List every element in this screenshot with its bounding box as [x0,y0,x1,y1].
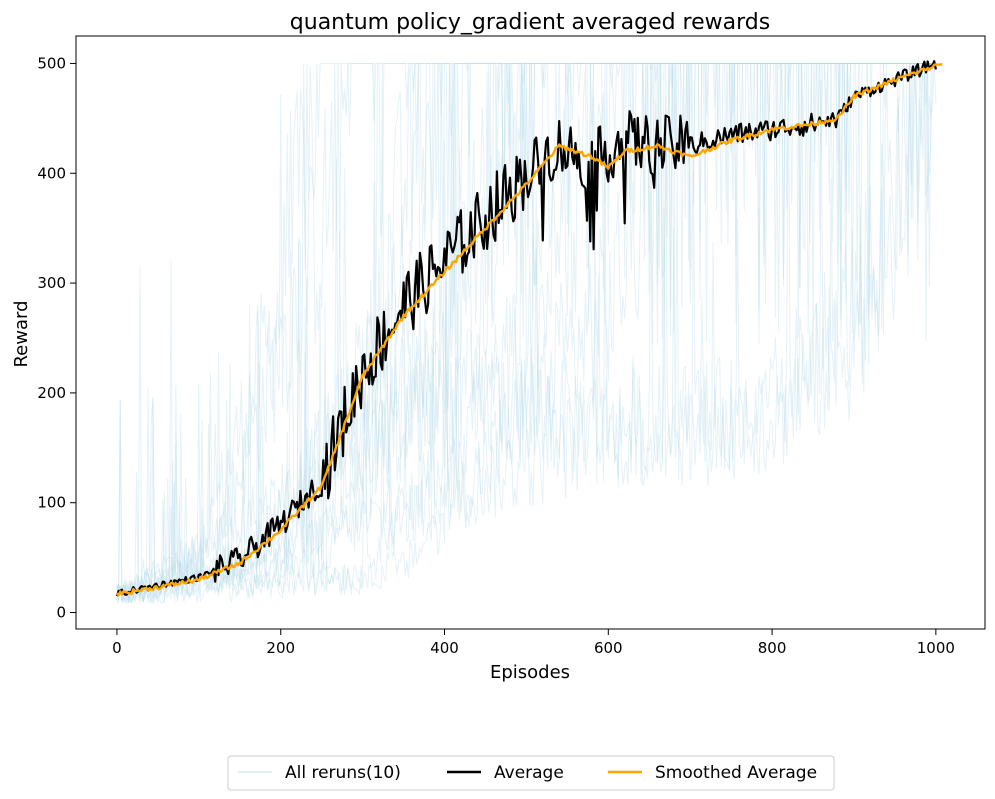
legend: All reruns(10) Average Smoothed Average [227,755,835,791]
rerun-line-3 [116,63,936,604]
average-layer [115,60,937,597]
y-axis-ticks: 0 100 200 300 400 500 [37,54,76,622]
y-tick-label: 100 [37,494,66,512]
smoothed-average-line [115,63,943,597]
y-tick-label: 500 [37,54,66,72]
x-axis-label: Episodes [490,662,570,683]
rerun-line-5 [116,63,936,603]
smoothed-layer [115,63,943,597]
chart-title: quantum policy_gradient averaged rewards [290,10,770,35]
legend-frame [227,755,835,791]
x-tick-label: 0 [112,639,122,657]
rerun-line-6 [116,62,936,604]
rerun-line-10 [116,62,936,597]
y-tick-label: 0 [56,604,66,622]
y-tick-label: 400 [37,164,66,182]
rerun-line-9 [116,63,936,603]
y-axis-label: Reward [11,300,32,367]
x-axis-ticks: 0 200 400 600 800 1000 [112,629,955,657]
rerun-line-8 [116,63,936,604]
y-tick-label: 300 [37,274,66,292]
rerun-line-7 [116,63,937,604]
average-line [115,60,937,597]
legend-label-smoothed: Smoothed Average [655,763,817,783]
legend-label-average: Average [494,763,564,783]
rerun-line-1 [116,63,936,602]
x-tick-label: 400 [430,639,459,657]
x-tick-label: 200 [266,639,295,657]
y-tick-label: 200 [37,384,66,402]
x-tick-label: 1000 [917,639,955,657]
x-tick-label: 600 [594,639,623,657]
plot-frame [75,35,986,630]
reruns-layer [116,62,937,604]
legend-label-reruns: All reruns(10) [285,763,401,783]
rerun-line-2 [116,63,936,604]
x-tick-label: 800 [758,639,787,657]
